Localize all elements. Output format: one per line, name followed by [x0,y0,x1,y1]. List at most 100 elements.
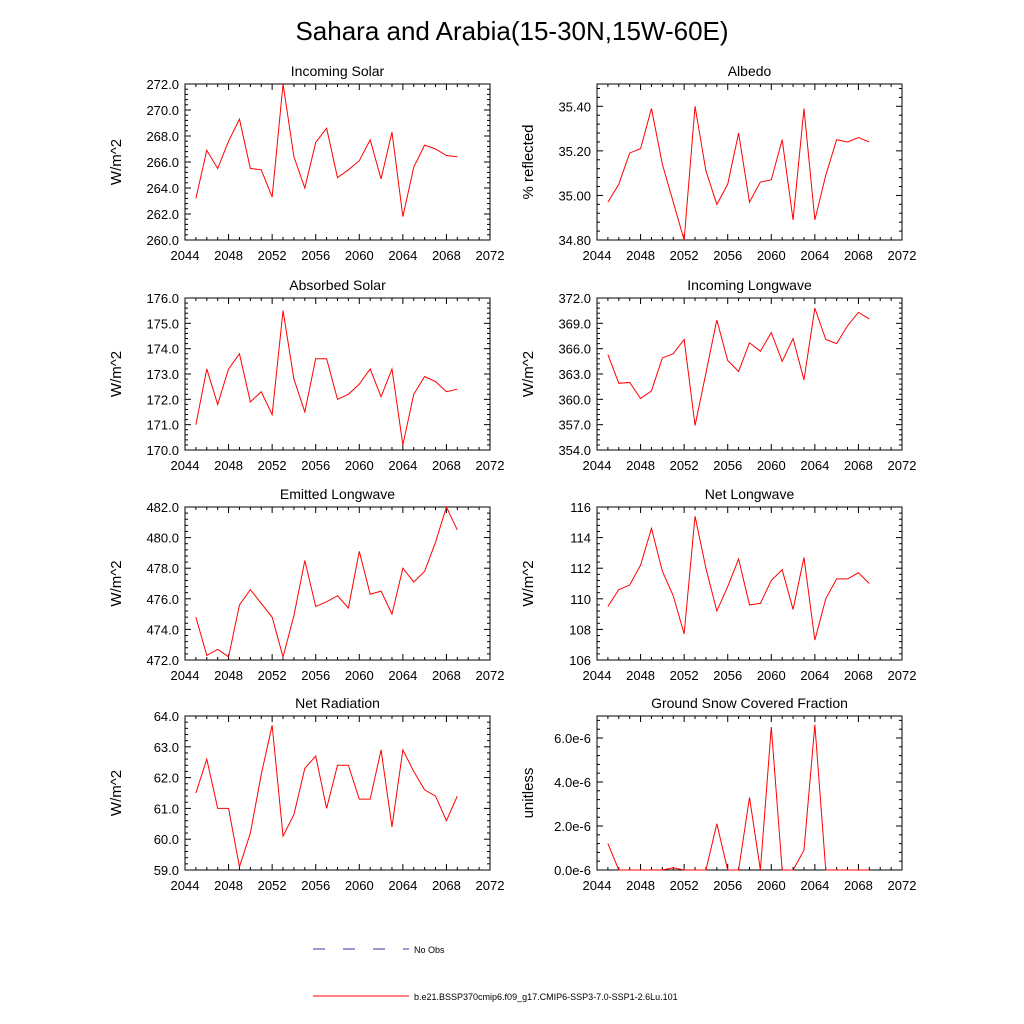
x-tick-label: 2068 [844,668,873,683]
y-axis-label: W/m^2 [108,139,125,185]
x-tick-label: 2048 [214,248,243,263]
y-axis-label: W/m^2 [520,351,537,397]
series-line [607,106,870,241]
panel-title: Incoming Longwave [687,277,812,293]
legend-label: b.e21.BSSP370cmip6.f09_g17.CMIP6-SSP3-7.… [414,992,678,1002]
y-axis-label: unitless [520,768,537,819]
x-tick-label: 2060 [345,458,374,473]
y-tick-label: 2.0e-6 [554,819,591,834]
y-tick-label: 354.0 [558,443,591,458]
y-tick-label: 114 [570,531,591,546]
y-tick-label: 369.0 [558,316,591,331]
x-tick-label: 2064 [800,668,829,683]
y-tick-label: 476.0 [146,592,179,607]
panel-5: Emitted Longwave W/m^2 2044 2048 2052 2056 206… [108,486,504,683]
panel-title: Ground Snow Covered Fraction [651,695,848,711]
plot-frame [184,297,491,451]
x-tick-label: 2056 [713,668,742,683]
y-tick-label: 363.0 [558,367,591,382]
y-tick-label: 63.0 [154,740,179,755]
x-tick-label: 2052 [258,458,287,473]
y-tick-label: 0.0e-6 [554,863,591,878]
x-tick-label: 2044 [171,248,200,263]
y-tick-label: 472.0 [146,653,179,668]
x-tick-label: 2056 [713,248,742,263]
y-tick-label: 266.0 [146,155,179,170]
panel-title: Absorbed Solar [289,277,386,293]
y-tick-label: 357.0 [558,418,591,433]
x-tick-label: 2060 [757,878,786,893]
legend-label: No Obs [414,945,445,955]
panel-title: Net Longwave [705,486,795,502]
y-tick-label: 106 [569,653,591,668]
x-tick-label: 2044 [171,458,200,473]
panel-7: Net Radiation W/m^2 2044 2048 2052 2056 2060 20… [108,695,504,893]
x-tick-label: 2064 [388,878,417,893]
panel-4: Incoming Longwave W/m^2 2044 2048 2052 2056 20… [520,277,916,473]
legend-item-1: No Obs [313,945,445,955]
x-tick-label: 2060 [757,668,786,683]
y-tick-label: 272.0 [146,77,179,92]
x-tick-label: 2044 [583,878,612,893]
y-tick-label: 6.0e-6 [554,731,591,746]
x-tick-label: 2072 [888,248,917,263]
series-line [607,307,870,426]
x-tick-label: 2056 [301,878,330,893]
panel-1: Incoming Solar W/m^2 2044 2048 2052 2056 2060 2… [108,63,504,263]
y-tick-label: 270.0 [146,103,179,118]
x-tick-label: 2068 [432,248,461,263]
y-tick-label: 260.0 [146,233,179,248]
x-tick-label: 2060 [345,248,374,263]
y-tick-label: 478.0 [146,561,179,576]
x-tick-label: 2064 [800,248,829,263]
x-tick-label: 2052 [258,248,287,263]
x-tick-label: 2072 [476,878,505,893]
x-tick-label: 2044 [171,668,200,683]
x-tick-label: 2048 [626,668,655,683]
x-tick-label: 2072 [888,878,917,893]
x-tick-label: 2056 [301,668,330,683]
y-tick-label: 110 [570,592,591,607]
y-tick-label: 116 [570,500,591,515]
y-tick-label: 171.0 [146,418,179,433]
x-tick-label: 2052 [670,458,699,473]
x-tick-label: 2068 [844,458,873,473]
x-tick-label: 2072 [476,458,505,473]
y-tick-label: 482.0 [146,500,179,515]
x-tick-label: 2052 [670,668,699,683]
x-tick-label: 2068 [844,878,873,893]
plot-frame [596,297,903,451]
y-tick-label: 176.0 [146,291,179,306]
y-tick-label: 62.0 [154,771,179,786]
y-tick-label: 35.20 [558,144,591,159]
y-tick-label: 173.0 [146,367,179,382]
y-tick-label: 366.0 [558,342,591,357]
x-tick-label: 2056 [713,878,742,893]
x-tick-label: 2064 [388,458,417,473]
panel-title: Emitted Longwave [280,486,395,502]
y-tick-label: 108 [569,622,591,637]
y-tick-label: 268.0 [146,129,179,144]
x-tick-label: 2044 [583,458,612,473]
y-tick-label: 170.0 [146,443,179,458]
x-tick-label: 2048 [214,668,243,683]
x-tick-label: 2060 [757,248,786,263]
y-tick-label: 112 [570,561,591,576]
series-line [195,505,458,659]
y-tick-label: 64.0 [154,709,179,724]
y-axis-label: W/m^2 [108,560,125,606]
y-tick-label: 61.0 [154,801,179,816]
x-tick-label: 2056 [301,248,330,263]
y-axis-label: % reflected [520,124,537,199]
y-tick-label: 474.0 [146,622,179,637]
y-tick-label: 262.0 [146,207,179,222]
y-tick-label: 360.0 [558,392,591,407]
y-tick-label: 172.0 [146,392,179,407]
plot-frame [596,506,903,661]
x-tick-label: 2044 [583,668,612,683]
x-tick-label: 2068 [432,668,461,683]
legend: No Obs b.e21.BSSP370cmip6.f09_g17.CMIP6-S… [313,945,678,1002]
panel-title: Albedo [728,63,772,79]
plot-frame [596,715,903,871]
